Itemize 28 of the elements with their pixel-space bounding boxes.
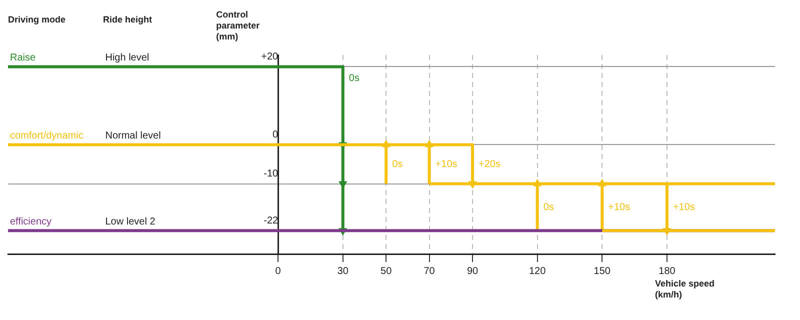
annotation: +10s — [608, 202, 630, 213]
y-tick-label: -10 — [264, 168, 279, 180]
text: Ride height — [103, 14, 152, 24]
annotation: Normal level — [105, 130, 161, 142]
annotation: Low level 2 — [105, 216, 156, 228]
annotation: High level — [105, 52, 150, 64]
annotation: 0s — [392, 159, 403, 170]
text: Driving mode — [8, 14, 66, 24]
y-axis-title: Control parameter (mm) — [216, 9, 260, 42]
annotation: +10s — [672, 202, 695, 213]
y-tick-label: -22 — [264, 215, 279, 226]
annotation: 0s — [543, 202, 554, 213]
series-label: comfort/dynamic — [10, 130, 84, 142]
series-label: efficiency — [10, 216, 52, 228]
series-label: Raise — [10, 52, 36, 64]
x-axis-title: Vehicle speed (km/h) — [655, 278, 715, 300]
x-tick-label: 50 — [380, 266, 392, 277]
x-tick-label: 90 — [466, 266, 479, 277]
y-tick-label: +20 — [261, 51, 279, 62]
annotation: +20s — [478, 159, 500, 170]
x-tick-label: 70 — [424, 266, 436, 277]
x-tick-label: 150 — [594, 266, 611, 277]
annotation: 0s — [348, 73, 360, 84]
x-tick-label: 30 — [337, 266, 349, 277]
annotation: +10s — [435, 159, 458, 170]
x-tick-label: 180 — [658, 266, 676, 277]
x-tick-label: 120 — [528, 266, 546, 277]
y-tick-label: 0 — [272, 129, 279, 140]
